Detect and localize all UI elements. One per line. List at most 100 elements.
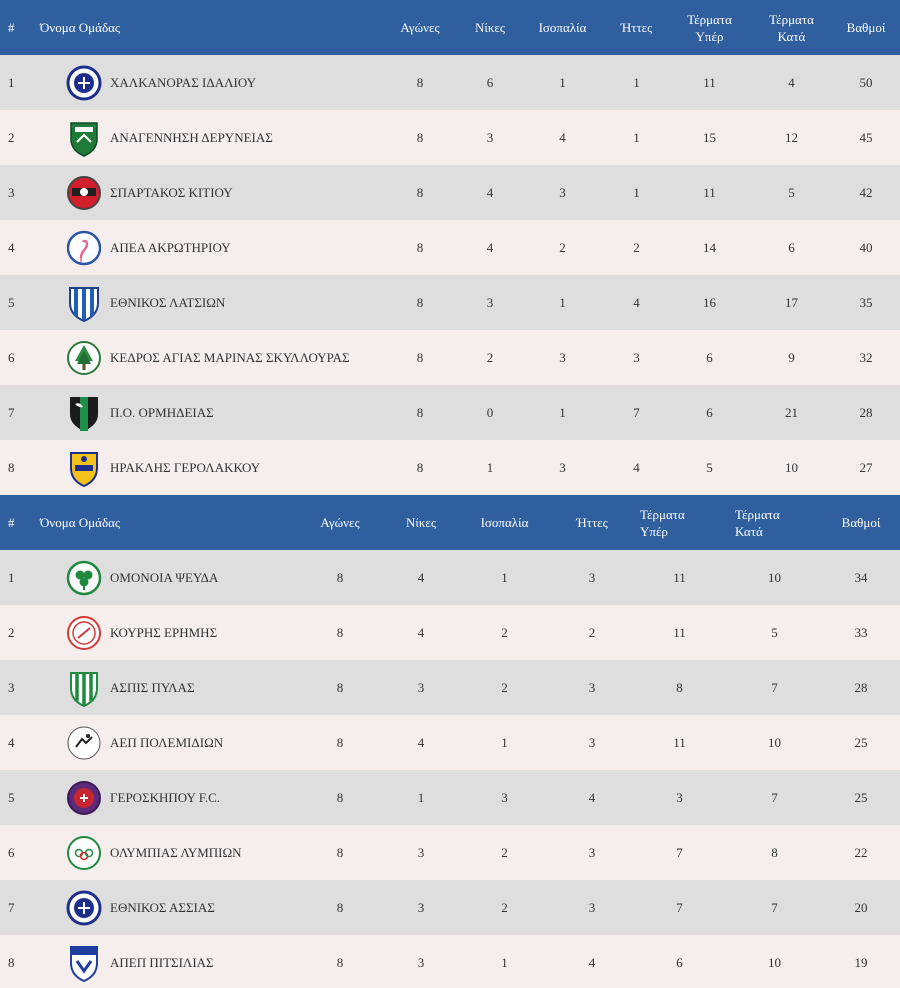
cell-team[interactable]: ΓΕΡΟΣΚΗΠΟΥ F.C. (30, 770, 295, 825)
cell-team[interactable]: ΑΝΑΓΕΝΝΗΣΗ ΔΕΡΥΝΕΙΑΣ (30, 110, 380, 165)
cell-draws: 4 (520, 110, 605, 165)
cell-goals-for: 15 (668, 110, 751, 165)
cell-team[interactable]: ΣΠΑΡΤΑΚΟΣ ΚΙΤΙΟΥ (30, 165, 380, 220)
table-row[interactable]: 6 ΚΕΔΡΟΣ ΑΓΙΑΣ ΜΑΡΙΝΑΣ ΣΚΥΛΛΟΥΡΑΣ 8 2 3 3 6 9 32 (0, 330, 900, 385)
team-name[interactable]: ΗΡΑΚΛΗΣ ΓΕΡΟΛΑΚΚΟΥ (110, 459, 261, 475)
cell-team[interactable]: ΕΘΝΙΚΟΣ ΛΑΤΣΙΩΝ (30, 275, 380, 330)
table-row[interactable]: 1 ΧΑΛΚΑΝΟΡΑΣ ΙΔΑΛΙΟΥ 8 6 1 1 11 4 50 (0, 55, 900, 110)
team-name[interactable]: ΑΣΠΙΣ ΠΥΛΑΣ (110, 679, 195, 695)
table-row[interactable]: 4 ΑΕΠ ΠΟΛΕΜΙΔΙΩΝ 8 4 1 3 11 10 25 (0, 715, 900, 770)
cell-wins: 4 (460, 220, 520, 275)
red-round-crest-icon (67, 175, 101, 210)
cell-played: 8 (295, 605, 385, 660)
cell-goals-against: 10 (727, 935, 822, 988)
cell-team[interactable]: ΟΜΟΝΟΙΑ ΨΕΥΔΑ (30, 550, 295, 605)
cell-draws: 1 (457, 550, 552, 605)
blue-round-crest-icon (66, 65, 102, 100)
team-name[interactable]: ΕΘΝΙΚΟΣ ΑΣΣΙΑΣ (110, 899, 215, 915)
cell-team[interactable]: ΕΘΝΙΚΟΣ ΑΣΣΙΑΣ (30, 880, 295, 935)
cell-team[interactable]: ΗΡΑΚΛΗΣ ΓΕΡΟΛΑΚΚΟΥ (30, 440, 380, 495)
team-name[interactable]: ΑΕΠ ΠΟΛΕΜΙΔΙΩΝ (110, 734, 224, 750)
table-row[interactable]: 2 ΑΝΑΓΕΝΝΗΣΗ ΔΕΡΥΝΕΙΑΣ 8 3 4 1 15 12 45 (0, 110, 900, 165)
header-goals-for[interactable]: Τέρματα Υπέρ (632, 495, 727, 550)
cell-team[interactable]: ΧΑΛΚΑΝΟΡΑΣ ΙΔΑΛΙΟΥ (30, 55, 380, 110)
team-name[interactable]: ΚΟΥΡΗΣ ΕΡΗΜΗΣ (110, 624, 218, 640)
header-team-name[interactable]: Όνομα Ομάδας (30, 0, 380, 55)
header-position[interactable]: # (0, 495, 30, 550)
team-name[interactable]: ΧΑΛΚΑΝΟΡΑΣ ΙΔΑΛΙΟΥ (110, 74, 256, 90)
team-name[interactable]: ΑΠΕΠ ΠΙΤΣΙΛΙΑΣ (110, 954, 214, 970)
header-losses[interactable]: Ήττες (605, 0, 668, 55)
cell-wins: 4 (460, 165, 520, 220)
cell-team[interactable]: ΟΛΥΜΠΙΑΣ ΛΥΜΠΙΩΝ (30, 825, 295, 880)
table-row[interactable]: 7 ΕΘΝΙΚΟΣ ΑΣΣΙΑΣ 8 3 2 3 7 7 20 (0, 880, 900, 935)
cell-points: 28 (822, 660, 900, 715)
table-row[interactable]: 6 ΟΛΥΜΠΙΑΣ ΛΥΜΠΙΩΝ 8 3 2 3 7 8 22 (0, 825, 900, 880)
cell-draws: 2 (520, 220, 605, 275)
standings-table: # Όνομα Ομάδας Αγώνες Νίκες Ισοπαλία Ήττ… (0, 0, 900, 495)
header-goals-against[interactable]: Τέρματα Κατά (727, 495, 822, 550)
cell-position: 3 (0, 165, 30, 220)
table-row[interactable]: 2 ΚΟΥΡΗΣ ΕΡΗΜΗΣ 8 4 2 2 11 5 33 (0, 605, 900, 660)
cell-position: 2 (0, 110, 30, 165)
cell-team[interactable]: Π.Ο. ΟΡΜΗΔΕΙΑΣ (30, 385, 380, 440)
header-wins[interactable]: Νίκες (385, 495, 457, 550)
cell-team[interactable]: ΑΣΠΙΣ ΠΥΛΑΣ (30, 660, 295, 715)
header-goals-against[interactable]: Τέρματα Κατά (751, 0, 832, 55)
cell-team[interactable]: ΑΠΕΑ ΑΚΡΩΤΗΡΙΟΥ (30, 220, 380, 275)
table-row[interactable]: 8 ΑΠΕΠ ΠΙΤΣΙΛΙΑΣ 8 3 1 4 6 10 19 (0, 935, 900, 988)
team-name[interactable]: ΚΕΔΡΟΣ ΑΓΙΑΣ ΜΑΡΙΝΑΣ ΣΚΥΛΛΟΥΡΑΣ (110, 349, 350, 365)
cell-team[interactable]: ΚΟΥΡΗΣ ΕΡΗΜΗΣ (30, 605, 295, 660)
cell-position: 5 (0, 275, 30, 330)
team-name[interactable]: ΣΠΑΡΤΑΚΟΣ ΚΙΤΙΟΥ (110, 184, 233, 200)
header-wins[interactable]: Νίκες (460, 0, 520, 55)
cell-played: 8 (380, 385, 460, 440)
cell-goals-for: 6 (668, 385, 751, 440)
cell-goals-for: 16 (668, 275, 751, 330)
table-row[interactable]: 8 ΗΡΑΚΛΗΣ ΓΕΡΟΛΑΚΚΟΥ 8 1 3 4 5 10 27 (0, 440, 900, 495)
header-played[interactable]: Αγώνες (295, 495, 385, 550)
cell-draws: 1 (520, 55, 605, 110)
cell-played: 8 (295, 715, 385, 770)
cell-team[interactable]: ΑΕΠ ΠΟΛΕΜΙΔΙΩΝ (30, 715, 295, 770)
header-draws[interactable]: Ισοπαλία (520, 0, 605, 55)
cell-team[interactable]: ΚΕΔΡΟΣ ΑΓΙΑΣ ΜΑΡΙΝΑΣ ΣΚΥΛΛΟΥΡΑΣ (30, 330, 380, 385)
team-name[interactable]: ΓΕΡΟΣΚΗΠΟΥ F.C. (110, 789, 221, 805)
header-points[interactable]: Βαθμοί (822, 495, 900, 550)
header-goals-for[interactable]: Τέρματα Υπέρ (668, 0, 751, 55)
green-striped-shield-icon (70, 671, 98, 707)
cell-position: 8 (0, 935, 30, 988)
cell-draws: 1 (520, 275, 605, 330)
cell-goals-against: 8 (727, 825, 822, 880)
cell-team[interactable]: ΑΠΕΠ ΠΙΤΣΙΛΙΑΣ (30, 935, 295, 988)
table-row[interactable]: 3 ΑΣΠΙΣ ΠΥΛΑΣ 8 3 2 3 8 7 28 (0, 660, 900, 715)
header-losses[interactable]: Ήττες (552, 495, 632, 550)
team-name[interactable]: ΟΛΥΜΠΙΑΣ ΛΥΜΠΙΩΝ (110, 844, 242, 860)
team-name[interactable]: ΟΜΟΝΟΙΑ ΨΕΥΔΑ (110, 569, 219, 585)
header-points[interactable]: Βαθμοί (832, 0, 900, 55)
cell-wins: 3 (385, 825, 457, 880)
cell-points: 19 (822, 935, 900, 988)
cell-position: 2 (0, 605, 30, 660)
team-name[interactable]: ΑΠΕΑ ΑΚΡΩΤΗΡΙΟΥ (110, 239, 231, 255)
team-name[interactable]: ΕΘΝΙΚΟΣ ΛΑΤΣΙΩΝ (110, 294, 226, 310)
header-goals-against-line1: Τέρματα (735, 506, 780, 522)
cell-played: 8 (295, 770, 385, 825)
header-draws[interactable]: Ισοπαλία (457, 495, 552, 550)
team-name[interactable]: ΑΝΑΓΕΝΝΗΣΗ ΔΕΡΥΝΕΙΑΣ (110, 129, 273, 145)
cell-draws: 3 (520, 330, 605, 385)
cell-wins: 1 (385, 770, 457, 825)
table-row[interactable]: 5 ΓΕΡΟΣΚΗΠΟΥ F.C. 8 1 3 4 3 7 25 (0, 770, 900, 825)
table-row[interactable]: 7 Π.Ο. ΟΡΜΗΔΕΙΑΣ 8 0 1 7 6 21 28 (0, 385, 900, 440)
table-row[interactable]: 1 ΟΜΟΝΟΙΑ ΨΕΥΔΑ 8 4 1 3 11 10 34 (0, 550, 900, 605)
cell-position: 1 (0, 550, 30, 605)
header-position[interactable]: # (0, 0, 30, 55)
green-shield-crest-icon (70, 121, 98, 157)
table-row[interactable]: 3 ΣΠΑΡΤΑΚΟΣ ΚΙΤΙΟΥ 8 4 3 1 11 5 42 (0, 165, 900, 220)
table-row[interactable]: 4 ΑΠΕΑ ΑΚΡΩΤΗΡΙΟΥ 8 4 2 2 14 6 40 (0, 220, 900, 275)
team-name[interactable]: Π.Ο. ΟΡΜΗΔΕΙΑΣ (110, 404, 214, 420)
header-played[interactable]: Αγώνες (380, 0, 460, 55)
cell-points: 50 (832, 55, 900, 110)
header-team-name[interactable]: Όνομα Ομάδας (30, 495, 295, 550)
table-row[interactable]: 5 ΕΘΝΙΚΟΣ ΛΑΤΣΙΩΝ 8 3 1 4 16 17 35 (0, 275, 900, 330)
